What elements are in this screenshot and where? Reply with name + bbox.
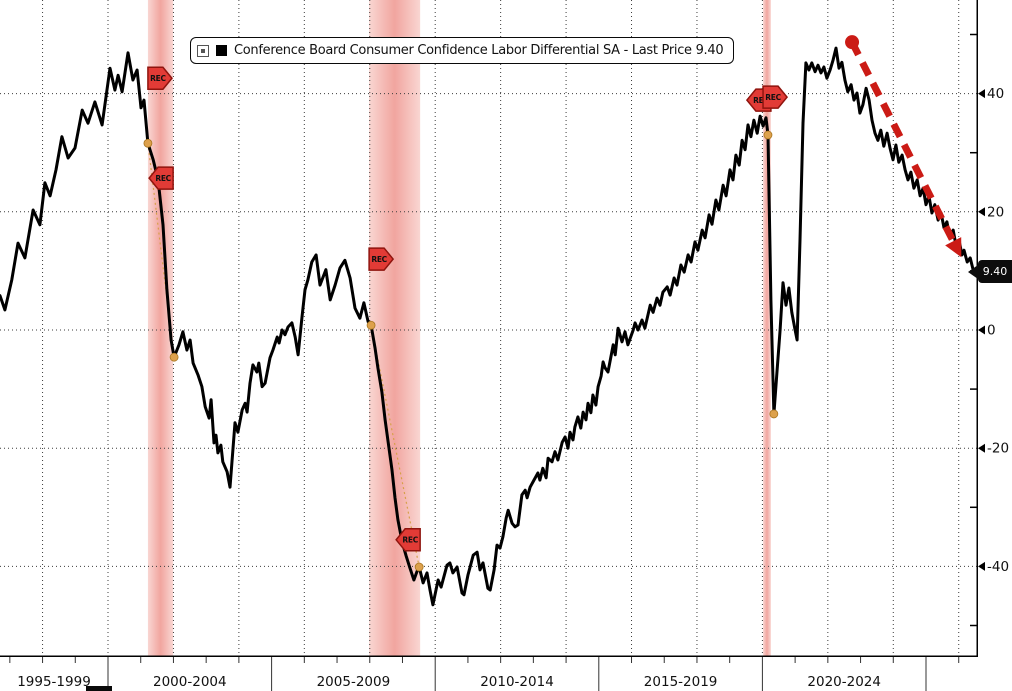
rec-badge-label: REC — [765, 93, 781, 102]
rec-badge — [762, 85, 789, 109]
y-tick-label: 20 — [987, 204, 1004, 220]
rec-badge — [368, 247, 395, 271]
rec-badge-label: REC — [150, 74, 166, 83]
recession-marker-dot — [169, 352, 179, 362]
y-tick-label: 0 — [987, 323, 996, 339]
rec-badge-label: REC — [371, 255, 387, 264]
x-axis-label: 1995-1999 — [17, 674, 91, 690]
y-tick-label: 40 — [987, 86, 1004, 102]
recession-marker-dot — [769, 409, 779, 419]
y-tick-arrow-icon — [978, 325, 985, 335]
y-tick-label: -20 — [987, 441, 1009, 457]
x-axis-label: 2005-2009 — [317, 674, 391, 690]
recession-marker-dot — [414, 562, 424, 572]
legend-expand-icon[interactable] — [197, 44, 209, 57]
x-axis-label: 2020-2024 — [807, 674, 881, 690]
recession-band — [369, 0, 421, 657]
trend-arrow-start-dot — [845, 35, 860, 50]
rec-badge — [147, 66, 173, 90]
x-axis-label: 2000-2004 — [153, 674, 227, 690]
legend-label: Conference Board Consumer Confidence Lab… — [234, 43, 724, 58]
recession-marker-dot — [143, 138, 153, 148]
series-line — [0, 46, 977, 607]
rec-badge-label: REC — [753, 96, 769, 105]
y-tick-arrow-icon — [978, 561, 985, 571]
x-axis-label: 2015-2019 — [644, 674, 718, 690]
x-axis-label: 2010-2014 — [480, 674, 554, 690]
y-tick-arrow-icon — [978, 443, 985, 453]
recession-band — [763, 0, 771, 657]
rec-badge-label: REC — [402, 536, 418, 545]
last-price-pointer-icon — [968, 264, 978, 279]
trend-arrow-head-icon — [945, 237, 962, 258]
rec-badge — [148, 166, 174, 190]
rec-badge-label: REC — [155, 174, 171, 183]
last-price-marker: 9.40 — [968, 260, 1012, 283]
rec-badge — [395, 528, 421, 552]
legend-series-swatch — [216, 45, 227, 56]
y-tick-label: -40 — [987, 559, 1009, 575]
last-price-value: 9.40 — [978, 260, 1012, 283]
cropped-ui-artifact — [86, 686, 112, 691]
y-tick-arrow-icon — [978, 89, 985, 99]
legend[interactable]: Conference Board Consumer Confidence Lab… — [190, 37, 735, 64]
trend-arrow-line — [848, 40, 956, 242]
recession-marker-dot — [366, 320, 376, 330]
y-tick-arrow-icon — [978, 207, 985, 217]
recession-marker-dot — [763, 130, 773, 140]
